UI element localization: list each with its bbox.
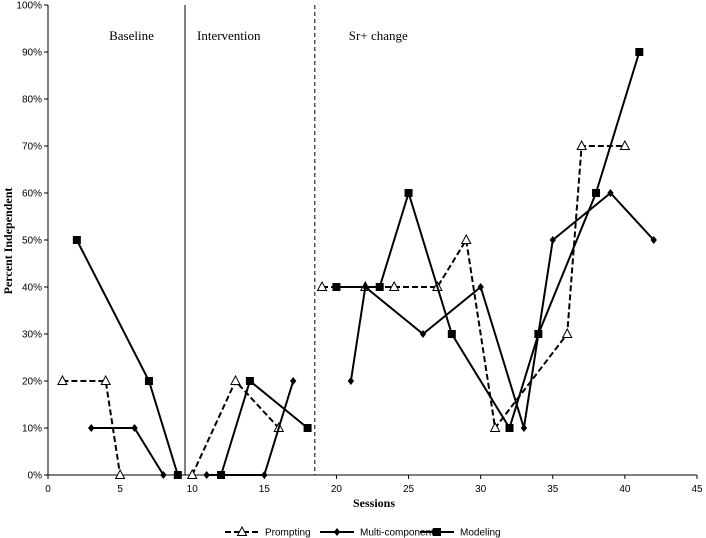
legend: Prompting Multi-component Modeling xyxy=(225,525,501,538)
multi-component-point xyxy=(88,424,95,432)
x-axis-ticks: 0 5 10 15 20 25 30 35 40 45 xyxy=(45,475,703,495)
phase-change-lines xyxy=(184,5,316,475)
multi-component-point xyxy=(347,377,355,385)
prompting-point xyxy=(489,421,501,432)
y-axis-ticks: 0% 10% 20% 30% 40% 50% 60% 70% 80% 90% 100% xyxy=(16,1,48,482)
x-tick-label: 35 xyxy=(547,484,559,495)
prompting-point xyxy=(576,139,587,150)
phase-labels: Baseline Intervention Sr+ change xyxy=(109,28,408,43)
multi-component-point xyxy=(650,236,657,244)
series-line xyxy=(220,380,309,476)
multi-component-point xyxy=(160,471,167,479)
series-line xyxy=(91,427,165,476)
multi-component-series xyxy=(88,189,657,479)
multi-component-point xyxy=(261,471,268,479)
prompting-point xyxy=(388,280,400,291)
series-line xyxy=(322,145,625,429)
y-tick-label: 20% xyxy=(22,377,42,388)
x-tick-label: 25 xyxy=(403,484,415,495)
modeling-point xyxy=(144,377,153,385)
y-tick-label: 40% xyxy=(22,283,42,294)
x-tick-label: 0 xyxy=(45,484,51,495)
y-tick-label: 60% xyxy=(22,189,42,200)
series-line xyxy=(62,380,122,476)
prompting-point xyxy=(186,468,198,479)
x-tick-label: 20 xyxy=(331,484,343,495)
y-tick-label: 80% xyxy=(22,95,42,106)
prompting-point xyxy=(460,233,472,244)
y-tick-label: 70% xyxy=(22,142,42,153)
y-tick-label: 50% xyxy=(22,236,42,247)
legend-label: Modeling xyxy=(460,528,501,538)
x-tick-label: 40 xyxy=(619,484,631,495)
multi-component-point xyxy=(131,424,138,432)
data-series xyxy=(57,48,657,479)
prompting-point xyxy=(316,280,328,291)
modeling-point xyxy=(447,330,456,338)
series-line xyxy=(75,239,179,476)
multi-component-point xyxy=(203,471,210,479)
modeling-point xyxy=(303,424,312,432)
prompting-point xyxy=(57,374,68,385)
modeling-point xyxy=(635,48,644,56)
y-tick-label: 100% xyxy=(16,1,42,12)
prompting-point xyxy=(114,468,126,479)
x-axis-title: Sessions xyxy=(353,496,395,510)
modeling-point xyxy=(245,377,254,385)
legend-label: Multi-component xyxy=(360,528,434,538)
x-tick-label: 5 xyxy=(117,484,123,495)
modeling-point xyxy=(332,283,341,291)
multi-component-point xyxy=(607,189,614,197)
modeling-point xyxy=(375,283,384,291)
y-tick-label: 90% xyxy=(22,48,42,59)
modeling-point xyxy=(433,528,441,536)
y-tick-label: 30% xyxy=(22,330,42,341)
modeling-series xyxy=(72,48,644,479)
x-tick-label: 15 xyxy=(259,484,271,495)
multi-component-point xyxy=(289,377,297,385)
modeling-point xyxy=(72,236,81,244)
y-tick-label: 10% xyxy=(22,424,42,435)
modeling-point xyxy=(592,189,601,197)
multi-component-point xyxy=(333,528,341,536)
multi-component-point xyxy=(419,330,427,338)
modeling-point xyxy=(404,189,413,197)
modeling-point xyxy=(505,424,514,432)
y-tick-label: 0% xyxy=(28,471,43,482)
multi-component-point xyxy=(520,424,528,432)
prompting-point xyxy=(236,525,248,536)
prompting-point xyxy=(561,327,573,338)
y-axis-title: Percent Independent xyxy=(1,188,15,295)
series-line xyxy=(349,192,655,429)
phase-label: Sr+ change xyxy=(349,28,408,43)
series-line xyxy=(336,51,641,429)
modeling-point xyxy=(173,471,182,479)
x-tick-label: 10 xyxy=(187,484,199,495)
modeling-point xyxy=(217,471,226,479)
prompting-point xyxy=(230,374,241,385)
phase-label: Intervention xyxy=(197,28,261,43)
prompting-point xyxy=(619,139,631,150)
multi-component-point xyxy=(477,283,484,291)
x-tick-label: 45 xyxy=(691,484,703,495)
x-tick-label: 30 xyxy=(475,484,487,495)
multi-component-point xyxy=(549,236,556,244)
axes xyxy=(47,5,697,476)
prompting-point xyxy=(100,374,112,385)
phase-label: Baseline xyxy=(109,28,154,43)
prompting-series xyxy=(57,139,631,479)
legend-label: Prompting xyxy=(265,528,311,538)
modeling-point xyxy=(534,330,543,338)
